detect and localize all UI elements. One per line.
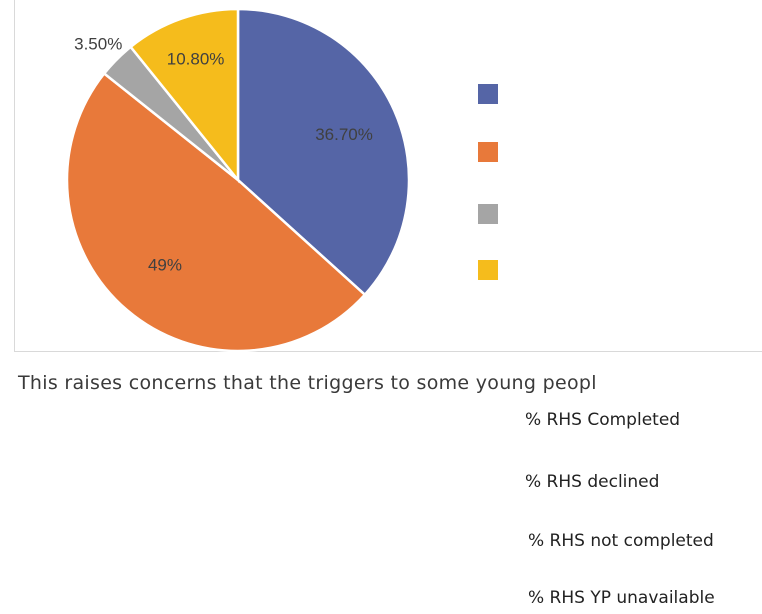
legend-label-yp-unavailable: % RHS YP unavailable (528, 588, 715, 608)
legend-label-not-completed: % RHS not completed (528, 531, 714, 551)
pie-slice-declined (65, 71, 367, 353)
legend-swatch-yp-unavailable (478, 260, 498, 280)
legend-label-completed: % RHS Completed (525, 410, 681, 430)
pie-slice-completed (236, 7, 411, 297)
legend-swatch-declined (478, 142, 498, 162)
body-text: This raises concerns that the triggers t… (18, 372, 597, 394)
chart-area (14, 0, 762, 352)
legend-swatch-not-completed (478, 204, 498, 224)
pie-slice-yp-unavailable (128, 7, 240, 184)
data-label-completed: 36.70% (315, 125, 373, 144)
legend-label-declined: % RHS declined (525, 472, 660, 492)
data-label-yp-unavailable: 10.80% (167, 50, 225, 69)
pie-chart: 36.70% 49% 3.50% 10.80% (65, 7, 411, 353)
legend-swatch-completed (478, 84, 498, 104)
data-label-declined: 49% (148, 256, 182, 275)
data-label-not-completed: 3.50% (74, 35, 122, 54)
